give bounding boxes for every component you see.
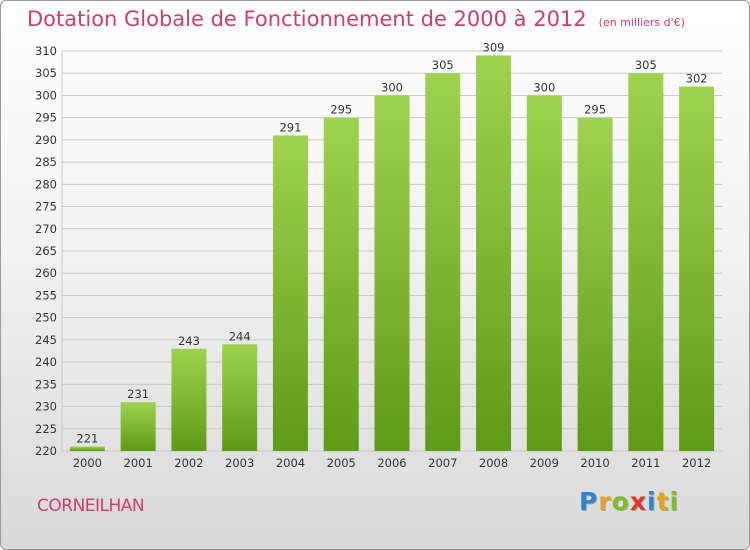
y-axis: 220 225 230 235 240 245 250 255 260 265 270 275 280 2… bbox=[35, 44, 57, 458]
chart-title: Dotation Globale de Fonctionnement de 20… bbox=[27, 7, 685, 31]
y-tick-label: 230 bbox=[35, 400, 57, 414]
x-tick-label: 2000 bbox=[73, 456, 102, 470]
data-label-2004: 291 bbox=[279, 120, 301, 134]
x-tick-label: 2010 bbox=[580, 456, 609, 470]
y-tick-label: 295 bbox=[35, 111, 57, 125]
logo-letter: P bbox=[579, 487, 599, 516]
chart-title-text: Dotation Globale de Fonctionnement de 20… bbox=[27, 7, 587, 31]
logo-letter: r bbox=[598, 487, 612, 516]
bar-2004 bbox=[272, 135, 308, 451]
x-tick-label: 2012 bbox=[682, 456, 711, 470]
logo-letter: x bbox=[629, 487, 647, 516]
x-tick-label: 2009 bbox=[530, 456, 559, 470]
bar-2006 bbox=[374, 95, 410, 451]
logo-letter: i bbox=[647, 487, 657, 516]
bar-2002 bbox=[171, 348, 207, 451]
bar-2010 bbox=[577, 117, 613, 452]
x-tick-label: 2003 bbox=[225, 456, 254, 470]
bars bbox=[69, 55, 715, 452]
data-label-2009: 300 bbox=[533, 80, 555, 94]
x-tick-label: 2007 bbox=[428, 456, 457, 470]
y-tick-label: 310 bbox=[35, 44, 57, 58]
data-label-2008: 309 bbox=[483, 40, 505, 54]
y-tick-label: 275 bbox=[35, 200, 57, 214]
bar-2007 bbox=[425, 73, 461, 451]
y-tick-label: 300 bbox=[35, 88, 57, 102]
y-tick-label: 280 bbox=[35, 177, 57, 191]
data-label-2011: 305 bbox=[635, 58, 657, 72]
y-tick-label: 290 bbox=[35, 133, 57, 147]
y-tick-label: 240 bbox=[35, 355, 57, 369]
data-label-2000: 221 bbox=[76, 432, 98, 446]
bar-2000 bbox=[69, 446, 105, 451]
x-axis: 2000 2001 2002 2003 2004 2005 2006 2007 2008 2009… bbox=[73, 456, 712, 470]
proxiti-logo: Proxiti bbox=[579, 487, 679, 516]
chart-subtitle: (en milliers d'€) bbox=[598, 16, 685, 29]
y-tick-label: 260 bbox=[35, 266, 57, 280]
y-tick-label: 255 bbox=[35, 288, 57, 302]
y-tick-label: 235 bbox=[35, 377, 57, 391]
y-tick-label: 245 bbox=[35, 333, 57, 347]
data-label-2007: 305 bbox=[432, 58, 454, 72]
x-tick-label: 2001 bbox=[124, 456, 153, 470]
data-label-2006: 300 bbox=[381, 80, 403, 94]
data-labels: 221 231 243 244 291 295 300 305 309 300 295 305 302 bbox=[76, 40, 707, 445]
data-label-2012: 302 bbox=[686, 72, 708, 86]
data-label-2005: 295 bbox=[330, 103, 352, 117]
y-tick-label: 250 bbox=[35, 311, 57, 325]
bar-2009 bbox=[526, 95, 562, 451]
x-tick-label: 2002 bbox=[174, 456, 203, 470]
x-tick-label: 2005 bbox=[327, 456, 356, 470]
data-label-2010: 295 bbox=[584, 103, 606, 117]
x-tick-label: 2006 bbox=[377, 456, 406, 470]
y-tick-label: 225 bbox=[35, 422, 57, 436]
logo-letter: t bbox=[656, 487, 670, 516]
data-label-2001: 231 bbox=[127, 387, 149, 401]
bar-2003 bbox=[222, 344, 258, 451]
y-tick-label: 265 bbox=[35, 244, 57, 258]
x-tick-label: 2004 bbox=[276, 456, 305, 470]
logo-letter: o bbox=[611, 487, 630, 516]
data-label-2003: 244 bbox=[229, 329, 251, 343]
y-tick-label: 305 bbox=[35, 66, 57, 80]
data-label-2002: 243 bbox=[178, 334, 200, 348]
bar-2001 bbox=[120, 402, 156, 451]
bar-2005 bbox=[323, 117, 359, 452]
bar-2011 bbox=[628, 73, 664, 451]
commune-name: CORNEILHAN bbox=[37, 496, 145, 516]
bar-2012 bbox=[679, 86, 715, 452]
y-tick-label: 220 bbox=[35, 444, 57, 458]
x-tick-label: 2008 bbox=[479, 456, 508, 470]
y-tick-label: 270 bbox=[35, 222, 57, 236]
logo-letter: i bbox=[669, 487, 680, 516]
x-tick-label: 2011 bbox=[631, 456, 660, 470]
y-tick-label: 285 bbox=[35, 155, 57, 169]
bar-2008 bbox=[476, 55, 512, 451]
